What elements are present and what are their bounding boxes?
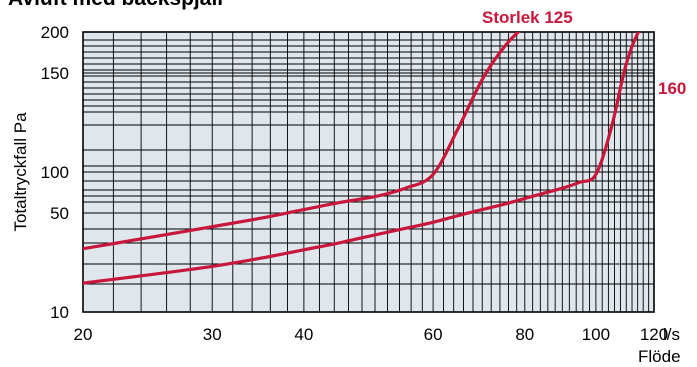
y-tick-label: 200	[41, 23, 69, 42]
series-label-storlek-125: Storlek 125	[482, 8, 573, 27]
x-tick-labels: 20 30 40 60 80 100 120	[74, 325, 669, 344]
series-line-160	[83, 32, 641, 285]
x-tick-label: 60	[424, 325, 443, 344]
chart-title: Avluft med backspjäll	[8, 0, 223, 10]
x-axis-label: Flöde	[638, 347, 681, 366]
y-tick-label: 100	[41, 163, 69, 182]
x-tick-label: 100	[582, 325, 610, 344]
series-line-storlek-125	[83, 32, 521, 251]
y-axis-label: Totaltryckfall Pa	[11, 112, 30, 232]
y-tick-label: 150	[41, 64, 69, 83]
x-tick-label: 80	[515, 325, 534, 344]
x-axis-unit: l/s	[663, 325, 680, 344]
grid-lines	[82, 32, 655, 312]
x-tick-label: 40	[294, 325, 313, 344]
series-label-160: 160	[658, 79, 686, 98]
y-tick-label: 10	[50, 303, 69, 322]
y-tick-label: 50	[50, 204, 69, 223]
plot-frame	[82, 31, 655, 313]
y-tick-labels: 200 150 100 50 10	[41, 23, 69, 322]
x-tick-label: 120	[640, 325, 668, 344]
x-tick-label: 30	[203, 325, 222, 344]
x-tick-label: 20	[74, 325, 93, 344]
series-layer	[83, 32, 641, 285]
